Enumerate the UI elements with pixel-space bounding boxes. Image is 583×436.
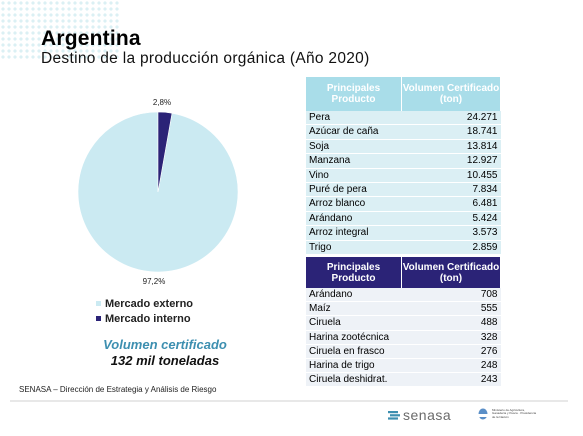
volume-cell: 13.814 xyxy=(401,139,501,155)
table-row: Arroz blanco 6.481 xyxy=(306,196,501,212)
products-table-internal: Principales Producto Volumen Certificado… xyxy=(306,257,501,388)
table-header-row: Principales Producto Volumen Certificado… xyxy=(306,257,501,288)
volume-cell: 5.424 xyxy=(401,211,501,227)
table-row: Arroz integral 3.573 xyxy=(306,225,501,241)
legend-item-externo: Mercado externo xyxy=(96,296,193,311)
product-cell: Manzana xyxy=(306,153,402,169)
volume-cell: 488 xyxy=(401,315,501,331)
page-subtitle: Destino de la producción orgánica (Año 2… xyxy=(41,50,370,67)
volume-label: Volumen certificado xyxy=(103,337,227,352)
product-cell: Arándano xyxy=(306,288,402,303)
product-cell: Puré de pera xyxy=(306,182,402,198)
product-cell: Ciruela xyxy=(306,315,402,331)
legend-label-interno: Mercado interno xyxy=(105,312,191,325)
volume-cell: 555 xyxy=(401,301,501,317)
volume-cell: 6.481 xyxy=(401,196,501,212)
table-row: Manzana 12.927 xyxy=(306,153,501,169)
product-cell: Ciruela en frasco xyxy=(306,344,402,360)
table-header-row: Principales Producto Volumen Certificado… xyxy=(306,77,501,111)
product-cell: Arándano xyxy=(306,211,402,227)
product-cell: Harina de trigo xyxy=(306,358,402,374)
table-row: Arándano 708 xyxy=(306,288,501,303)
senasa-logo: senasa xyxy=(388,407,451,423)
pie-slice-interno xyxy=(157,111,173,193)
table-row: Vino 10.455 xyxy=(306,168,501,184)
column-header-volume: Volumen Certificado (ton) xyxy=(401,257,501,288)
table-row: Arándano 5.424 xyxy=(306,211,501,227)
table-row: Trigo 2.859 xyxy=(306,240,501,256)
product-cell: Trigo xyxy=(306,240,402,256)
products-table-external: Principales Producto Volumen Certificado… xyxy=(306,77,501,256)
product-cell: Arroz blanco xyxy=(306,196,402,212)
table-row: Pera 24.271 xyxy=(306,111,501,126)
legend-swatch-interno xyxy=(96,316,101,321)
product-cell: Maíz xyxy=(306,301,402,317)
ministry-logo-text: Ministerio de Agricultura, Ganadería y P… xyxy=(492,407,537,419)
volume-cell: 24.271 xyxy=(401,111,501,126)
table-row: Ciruela deshidrat. 243 xyxy=(306,372,501,388)
table-row: Maíz 555 xyxy=(306,301,501,317)
table-row: Soja 13.814 xyxy=(306,139,501,155)
source-note: SENASA – Dirección de Estrategia y Análi… xyxy=(19,385,217,394)
table-row: Puré de pera 7.834 xyxy=(306,182,501,198)
volume-cell: 328 xyxy=(401,330,501,345)
column-header-volume: Volumen Certificado (ton) xyxy=(401,77,501,111)
volume-cell: 2.859 xyxy=(401,240,501,256)
coat-of-arms-icon xyxy=(478,408,488,420)
volume-cell: 18.741 xyxy=(401,124,501,140)
product-cell: Harina zootécnica xyxy=(306,330,402,345)
footer-divider xyxy=(10,400,568,402)
product-cell: Vino xyxy=(306,168,402,184)
pie-label-externo: 97,2% xyxy=(143,277,166,286)
page-title: Argentina xyxy=(41,27,141,50)
product-cell: Azúcar de caña xyxy=(306,124,402,140)
volume-cell: 248 xyxy=(401,358,501,374)
volume-cell: 243 xyxy=(401,372,501,388)
volume-cell: 3.573 xyxy=(401,225,501,241)
column-header-product: Principales Producto xyxy=(306,77,402,111)
product-cell: Ciruela deshidrat. xyxy=(306,372,402,388)
legend-swatch-externo xyxy=(96,301,101,306)
table-row: Ciruela en frasco 276 xyxy=(306,344,501,360)
volume-cell: 7.834 xyxy=(401,182,501,198)
table-row: Ciruela 488 xyxy=(306,315,501,331)
table-row: Harina de trigo 248 xyxy=(306,358,501,374)
table-row: Harina zootécnica 328 xyxy=(306,330,501,345)
product-cell: Pera xyxy=(306,111,402,126)
legend-label-externo: Mercado externo xyxy=(105,297,194,310)
volume-cell: 12.927 xyxy=(401,153,501,169)
table-row: Azúcar de caña 18.741 xyxy=(306,124,501,140)
senasa-logo-icon xyxy=(388,411,400,420)
column-header-product: Principales Producto xyxy=(306,257,402,288)
ministry-logo: Ministerio de Agricultura, Ganadería y P… xyxy=(478,408,538,420)
volume-cell: 10.455 xyxy=(401,168,501,184)
decorative-dots xyxy=(0,0,120,60)
pie-label-interno: 2,8% xyxy=(153,98,171,107)
product-cell: Soja xyxy=(306,139,402,155)
senasa-logo-text: senasa xyxy=(403,407,452,423)
pie-chart: 2,8% 97,2% xyxy=(77,98,239,286)
product-cell: Arroz integral xyxy=(306,225,402,241)
volume-cell: 276 xyxy=(401,344,501,360)
volume-cell: 708 xyxy=(401,288,501,303)
chart-legend: Mercado externo Mercado interno xyxy=(96,296,193,326)
legend-item-interno: Mercado interno xyxy=(96,311,193,326)
volume-value: 132 mil toneladas xyxy=(110,353,220,368)
